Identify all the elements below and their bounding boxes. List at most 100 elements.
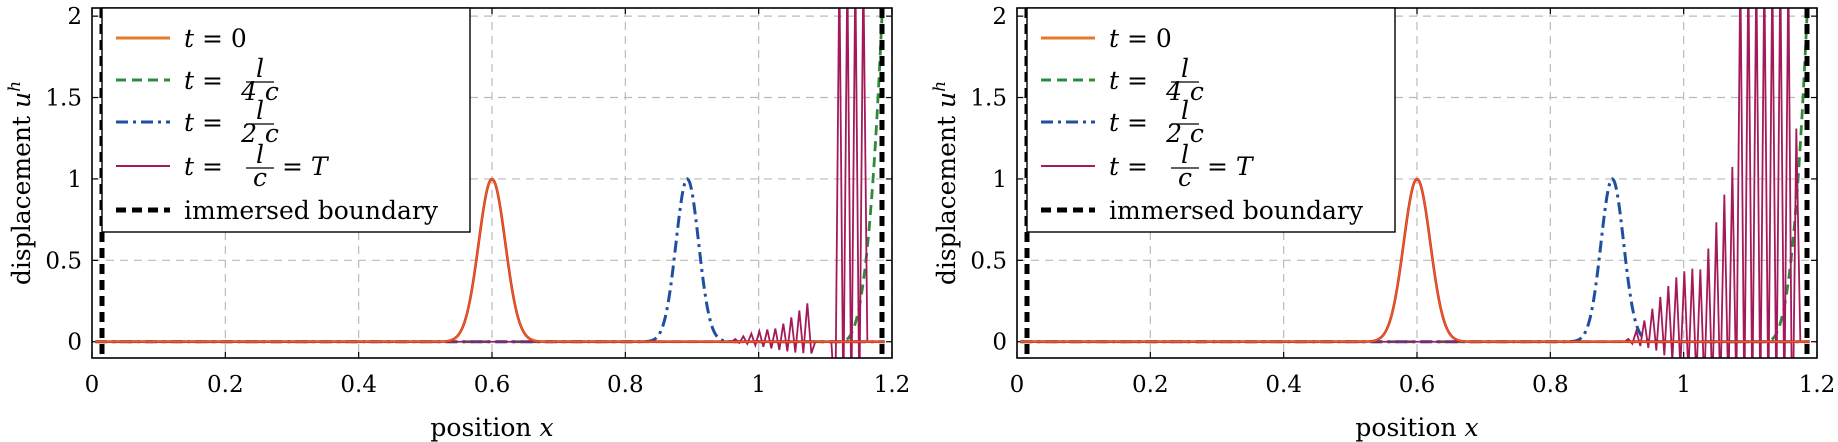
legend-zero: 0 [1156, 24, 1172, 53]
legend-eq: = [194, 152, 223, 181]
legend-eq: = [282, 152, 311, 181]
legend-entry-t-full: t = lc = T [184, 140, 330, 192]
legend-eq: = [1207, 152, 1236, 181]
legend-t-var: t [1109, 66, 1120, 95]
legend-entry-immersed: immersed boundary [1109, 196, 1364, 225]
x-axis-label-text: position [1355, 413, 1464, 442]
y-tick-label: 0.5 [45, 248, 82, 274]
x-tick-label: 1 [1676, 372, 1691, 398]
legend-frac-suffix: = T [1207, 152, 1255, 181]
legend-zero: 0 [231, 24, 247, 53]
legend-frac-numerator: l [1181, 96, 1189, 125]
x-tick-label: 0.2 [1132, 372, 1169, 398]
legend-entry-t0: t = 0 [184, 24, 247, 53]
chart-panel-left: 0 0.2 0.4 0.6 0.8 1 1.2 0 0.5 1 1.5 2 position x disp… [0, 0, 912, 442]
legend-t-var: t [1109, 24, 1120, 53]
legend-eq: = [194, 24, 231, 53]
legend-frac-denominator: c [253, 163, 267, 192]
y-axis-label-text: displacement [932, 108, 961, 285]
legend-box [101, 7, 471, 233]
legend-t-var: t [184, 108, 195, 137]
legend-entry-t-half: t = l2 c [1109, 96, 1204, 148]
x-tick-label: 0.4 [1265, 372, 1302, 398]
legend-frac-numerator: l [1181, 54, 1189, 83]
legend-t-prefix: t = [1109, 108, 1148, 137]
legend-t-var: t [1109, 152, 1120, 181]
legend-eq: = [1119, 152, 1148, 181]
x-tick-label: 0.6 [1399, 372, 1436, 398]
legend-entry-t-half: t = l2 c [184, 96, 279, 148]
plot-frame [91, 7, 893, 359]
legend-frac-denominator: c [1178, 163, 1192, 192]
chart-left: 0 0.2 0.4 0.6 0.8 1 1.2 0 0.5 1 1.5 2 position x disp… [5, 4, 911, 442]
x-axis-label: position x [430, 413, 553, 442]
legend-frac-numerator: l [256, 140, 264, 169]
x-tick-label: 0.2 [207, 372, 244, 398]
y-tick-label: 0.5 [970, 248, 1007, 274]
legend-t-var: t [184, 24, 195, 53]
legend-eq: = [1119, 24, 1156, 53]
x-axis-label-var: x [539, 413, 553, 442]
y-tick-label: 0 [67, 330, 82, 356]
plot-area [1020, 8, 1810, 358]
legend-T: T [311, 152, 330, 181]
legend-frac-numerator: l [256, 54, 264, 83]
x-tick-label: 0.8 [607, 372, 644, 398]
y-axis-label-sup: h [930, 81, 950, 92]
chart-right: 0 0.2 0.4 0.6 0.8 1 1.2 0 0.5 1 1.5 2 position x disp… [930, 4, 1836, 442]
legend-frac-numerator: l [256, 96, 264, 125]
legend-t-var: t [184, 152, 195, 181]
legend-t-prefix: t = [184, 66, 223, 95]
x-axis-label-var: x [1464, 413, 1478, 442]
x-tick-label: 0 [1010, 372, 1025, 398]
legend-frac-denominator: 2 c [1165, 119, 1204, 148]
x-axis-label-text: position [430, 413, 539, 442]
legend-frac-suffix: = T [282, 152, 330, 181]
x-tick-label: 1.2 [1799, 372, 1836, 398]
series-t0-line [1020, 178, 1810, 343]
y-tick-label: 1 [992, 167, 1007, 193]
y-tick-label: 1.5 [45, 86, 82, 112]
y-tick-label: 1.5 [970, 86, 1007, 112]
x-tick-label: 1.2 [874, 372, 911, 398]
plot-frame [1016, 7, 1818, 359]
legend-frac-numerator: l [1181, 140, 1189, 169]
y-axis-label-var: u [7, 92, 36, 108]
y-tick-label: 0 [992, 330, 1007, 356]
y-axis-label-var: u [932, 92, 961, 108]
x-tick-label: 0.6 [474, 372, 511, 398]
x-axis-label: position x [1355, 413, 1478, 442]
legend-frac-denominator: 4 c [240, 77, 279, 106]
y-tick-label: 2 [67, 4, 82, 30]
y-axis-label-sup: h [5, 81, 25, 92]
legend-entry-t0: t = 0 [1109, 24, 1172, 53]
legend-entry-immersed: immersed boundary [184, 196, 439, 225]
x-tick-label: 0.4 [340, 372, 377, 398]
y-axis-label: displacement uh [5, 81, 36, 285]
legend-entry-t-quarter: t = l4 c [184, 54, 279, 106]
legend-frac-denominator: 2 c [240, 119, 279, 148]
legend-eq: = [1119, 108, 1148, 137]
legend-eq: = [1119, 66, 1148, 95]
legend-eq: = [194, 108, 223, 137]
y-tick-label: 2 [992, 4, 1007, 30]
y-axis-label: displacement uh [930, 81, 961, 285]
x-tick-label: 0.8 [1532, 372, 1569, 398]
legend-t-var: t [184, 66, 195, 95]
legend-entry-t-quarter: t = l4 c [1109, 54, 1204, 106]
legend-box [1026, 7, 1396, 233]
legend-t-var: t [1109, 108, 1120, 137]
x-tick-label: 1 [751, 372, 766, 398]
legend-frac-denominator: 4 c [1165, 77, 1204, 106]
legend-t-prefix: t = [1109, 66, 1148, 95]
legend-t-prefix: t = [184, 108, 223, 137]
chart-panel-right: 0 0.2 0.4 0.6 0.8 1 1.2 0 0.5 1 1.5 2 position x disp… [925, 0, 1837, 442]
legend-eq: = [194, 66, 223, 95]
legend-t-prefix: t = [1109, 152, 1148, 181]
y-tick-label: 1 [67, 167, 82, 193]
y-axis-label-text: displacement [7, 108, 36, 285]
x-tick-label: 0 [85, 372, 100, 398]
legend-t-prefix: t = [184, 152, 223, 181]
